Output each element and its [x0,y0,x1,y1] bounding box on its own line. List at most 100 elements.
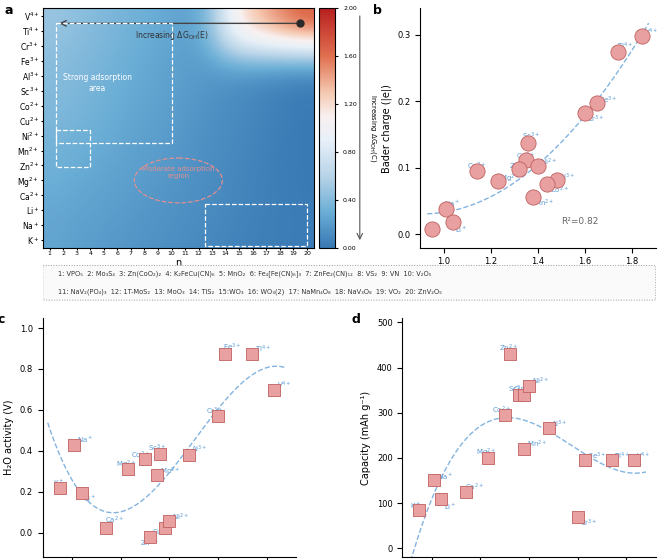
Point [101,523,111,532]
Point [519,390,529,399]
Text: Co$^{2+}$: Co$^{2+}$ [550,184,569,195]
Point [429,476,440,485]
Text: Zn$^{2+}$: Zn$^{2+}$ [500,343,519,354]
Text: K$^+$: K$^+$ [425,222,436,232]
Point [154,450,165,459]
Text: Al$^{3+}$: Al$^{3+}$ [191,444,208,455]
Point [573,512,583,521]
Text: Mg$^{2+}$: Mg$^{2+}$ [476,447,496,459]
Point [580,108,590,117]
Text: Al$^{3+}$: Al$^{3+}$ [559,171,576,183]
Text: Zn$^{2+}$: Zn$^{2+}$ [509,160,529,171]
Text: Ti$^{4+}$: Ti$^{4+}$ [614,451,631,462]
Y-axis label: H₂O activity (V): H₂O activity (V) [5,400,14,475]
Point [448,218,459,227]
Point [415,505,425,514]
Point [514,165,525,174]
Bar [57,24,171,143]
Point [213,412,223,421]
Text: Cr$^{3+}$: Cr$^{3+}$ [206,405,223,417]
Point [606,456,617,465]
Text: Sc$^{3+}$: Sc$^{3+}$ [148,443,165,454]
X-axis label: η: η [175,258,181,268]
Point [441,205,451,214]
Text: Co$^{2+}$: Co$^{2+}$ [132,449,150,460]
Text: Fe$^{3+}$: Fe$^{3+}$ [599,95,617,106]
Text: Ca$^{2+}$: Ca$^{2+}$ [105,515,124,526]
Point [528,192,538,201]
Text: Cr$^{3+}$: Cr$^{3+}$ [587,114,604,125]
Text: Cu$^{2+}$: Cu$^{2+}$ [516,150,535,162]
Point [637,32,647,41]
Text: Ni$^{2+}$: Ni$^{2+}$ [532,375,548,387]
Text: Li$^+$: Li$^+$ [455,225,468,235]
Text: Strong adsorption
area: Strong adsorption area [63,73,132,93]
Text: Increasing $\mathregular{ΔG_{OH}}$(E): Increasing $\mathregular{ΔG_{OH}}$(E) [134,29,208,42]
Point [482,454,493,463]
Point [152,471,163,480]
Point [629,456,639,465]
Point [69,440,80,449]
X-axis label: Ionic electronegativity: Ionic electronegativity [484,272,592,282]
Text: a: a [5,3,13,17]
Text: V$^{4+}$: V$^{4+}$ [277,380,291,391]
Text: V$^{4+}$: V$^{4+}$ [636,451,651,462]
Text: Cr$^{3+}$: Cr$^{3+}$ [580,517,598,529]
Point [523,138,534,147]
Text: Ti$^{4+}$: Ti$^{4+}$ [254,344,271,355]
Text: c: c [0,313,5,326]
Point [514,390,525,399]
Text: Cu$^{2+}$: Cu$^{2+}$ [152,527,171,538]
Text: Na$^+$: Na$^+$ [444,199,460,209]
Text: Cu$^{2+}$: Cu$^{2+}$ [513,384,532,395]
Text: Mn$^{2+}$: Mn$^{2+}$ [159,465,180,477]
Point [543,424,554,433]
Point [461,487,471,496]
Text: b: b [373,3,382,17]
Text: Zn$^{2+}$: Zn$^{2+}$ [140,537,159,549]
Text: V$^{4+}$: V$^{4+}$ [644,27,658,38]
Point [269,386,279,395]
Point [140,455,150,464]
Point [532,161,543,170]
Text: 1: VPO₅  2: Mo₃S₄  3: Zn(CoO₂)₂  4: K₂FeCu(CN)₆  5: MnO₂  6: Fe₄[Fe(CN)₆]₃  7: Z: 1: VPO₅ 2: Mo₃S₄ 3: Zn(CoO₂)₂ 4: K₂FeCu(… [58,270,432,277]
Text: Ti$^{4+}$: Ti$^{4+}$ [617,41,633,52]
Text: Al$^{3+}$: Al$^{3+}$ [551,418,567,430]
Bar [57,129,90,167]
Text: R²=0.82: R²=0.82 [561,217,599,226]
Text: Moderate adsorption
region: Moderate adsorption region [142,166,215,179]
Text: Ni$^{2+}$: Ni$^{2+}$ [540,156,558,167]
Text: K$^+$: K$^+$ [53,478,64,488]
Text: Sc$^{3+}$: Sc$^{3+}$ [508,384,527,395]
Bar [206,204,307,246]
Text: Li$^+$: Li$^+$ [444,501,457,512]
Text: Na$^+$: Na$^+$ [436,472,453,482]
Point [164,517,175,526]
Text: 11: NaV₂(PO₄)₃  12: 1T-MoS₂  13: MoO₃  14: TiS₂  15:WO₃  16: WO₃(2)  17: NaMn₄O₈: 11: NaV₂(PO₄)₃ 12: 1T-MoS₂ 13: MoO₃ 14: … [58,288,442,295]
Text: Mg$^{2+}$: Mg$^{2+}$ [500,172,521,185]
Point [76,488,87,497]
Point [542,179,553,188]
Point [524,381,534,390]
Point [184,450,194,459]
Point [426,225,437,234]
Point [159,523,170,532]
Point [471,167,482,176]
Text: K$^+$: K$^+$ [411,501,422,511]
Text: Co$^{2+}$: Co$^{2+}$ [492,405,511,416]
Text: Ni$^{2+}$: Ni$^{2+}$ [172,512,189,523]
Text: Mn$^{2+}$: Mn$^{2+}$ [527,438,547,450]
Text: Mg$^{2+}$: Mg$^{2+}$ [116,459,136,471]
Point [55,483,65,492]
Text: d: d [352,313,360,326]
FancyBboxPatch shape [43,265,656,300]
Point [492,177,503,186]
Point [145,532,156,541]
Point [436,495,447,504]
Text: Na$^+$: Na$^+$ [77,435,93,445]
Point [521,156,531,165]
Point [500,410,510,419]
Point [592,99,602,108]
Point [552,175,562,184]
Y-axis label: Capacity (mAh g⁻¹): Capacity (mAh g⁻¹) [361,390,371,484]
